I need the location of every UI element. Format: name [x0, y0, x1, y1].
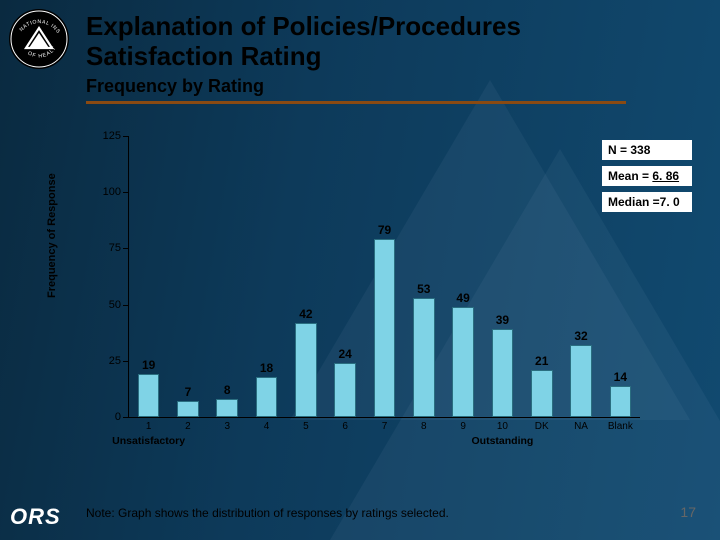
y-tick-label: 125: [103, 130, 129, 142]
bar-value-label: 24: [339, 347, 352, 363]
page-number: 17: [680, 504, 696, 520]
bar: [256, 377, 278, 417]
bar: [334, 363, 356, 417]
x-tick-label: 4: [264, 417, 270, 432]
bar-value-label: 39: [496, 313, 509, 329]
footnote: Note: Graph shows the distribution of re…: [86, 506, 449, 520]
bar: [452, 307, 474, 417]
ors-logo: ORS: [10, 504, 61, 530]
bar: [570, 345, 592, 417]
chart-area: Frequency of Response 025507510012519172…: [86, 128, 646, 468]
y-axis-title: Frequency of Response: [46, 173, 58, 298]
bar-value-label: 49: [456, 291, 469, 307]
bar: [177, 401, 199, 417]
bar-value-label: 42: [299, 307, 312, 323]
x-tick-label: 2: [185, 417, 191, 432]
stat-mean-value: 6. 86: [652, 169, 679, 183]
bar-value-label: 8: [224, 383, 231, 399]
x-caption-left: Unsatisfactory: [112, 417, 185, 447]
x-tick-label: 6: [342, 417, 348, 432]
x-tick-label: NA: [574, 417, 588, 432]
slide-subtitle: Frequency by Rating: [86, 76, 690, 97]
x-tick-label: 9: [460, 417, 466, 432]
x-tick-label: 8: [421, 417, 427, 432]
chart-plot: 0255075100125191728318442524679753849939…: [128, 136, 640, 418]
y-tick-label: 75: [109, 242, 129, 254]
title-line-2: Satisfaction Rating: [86, 41, 321, 71]
x-tick-label: DK: [535, 417, 549, 432]
bar-value-label: 14: [614, 370, 627, 386]
bar: [138, 374, 160, 417]
bar: [610, 386, 632, 417]
title-underline: [86, 101, 626, 104]
bar: [374, 239, 396, 417]
nih-logo: NATIONAL INSTITUTES OF HEALTH: [8, 8, 70, 70]
title-line-1: Explanation of Policies/Procedures: [86, 11, 521, 41]
x-tick-label: 5: [303, 417, 309, 432]
x-tick-label: Blank: [608, 417, 633, 432]
bar-value-label: 7: [185, 385, 192, 401]
bar-value-label: 79: [378, 223, 391, 239]
bar-value-label: 21: [535, 354, 548, 370]
bar: [413, 298, 435, 417]
bar-value-label: 32: [574, 329, 587, 345]
y-tick-label: 25: [109, 355, 129, 367]
slide: NATIONAL INSTITUTES OF HEALTH ORS Explan…: [0, 0, 720, 540]
y-tick-label: 100: [103, 186, 129, 198]
bar: [492, 329, 514, 417]
bar-value-label: 18: [260, 361, 273, 377]
x-tick-label: 7: [382, 417, 388, 432]
bar-value-label: 53: [417, 282, 430, 298]
title-block: Explanation of Policies/Procedures Satis…: [86, 12, 690, 104]
bar-value-label: 19: [142, 358, 155, 374]
x-caption-right: Outstanding: [472, 417, 534, 447]
bar: [295, 323, 317, 417]
slide-title: Explanation of Policies/Procedures Satis…: [86, 12, 690, 72]
bar: [531, 370, 553, 417]
x-tick-label: 3: [224, 417, 230, 432]
y-tick-label: 50: [109, 299, 129, 311]
bar: [216, 399, 238, 417]
